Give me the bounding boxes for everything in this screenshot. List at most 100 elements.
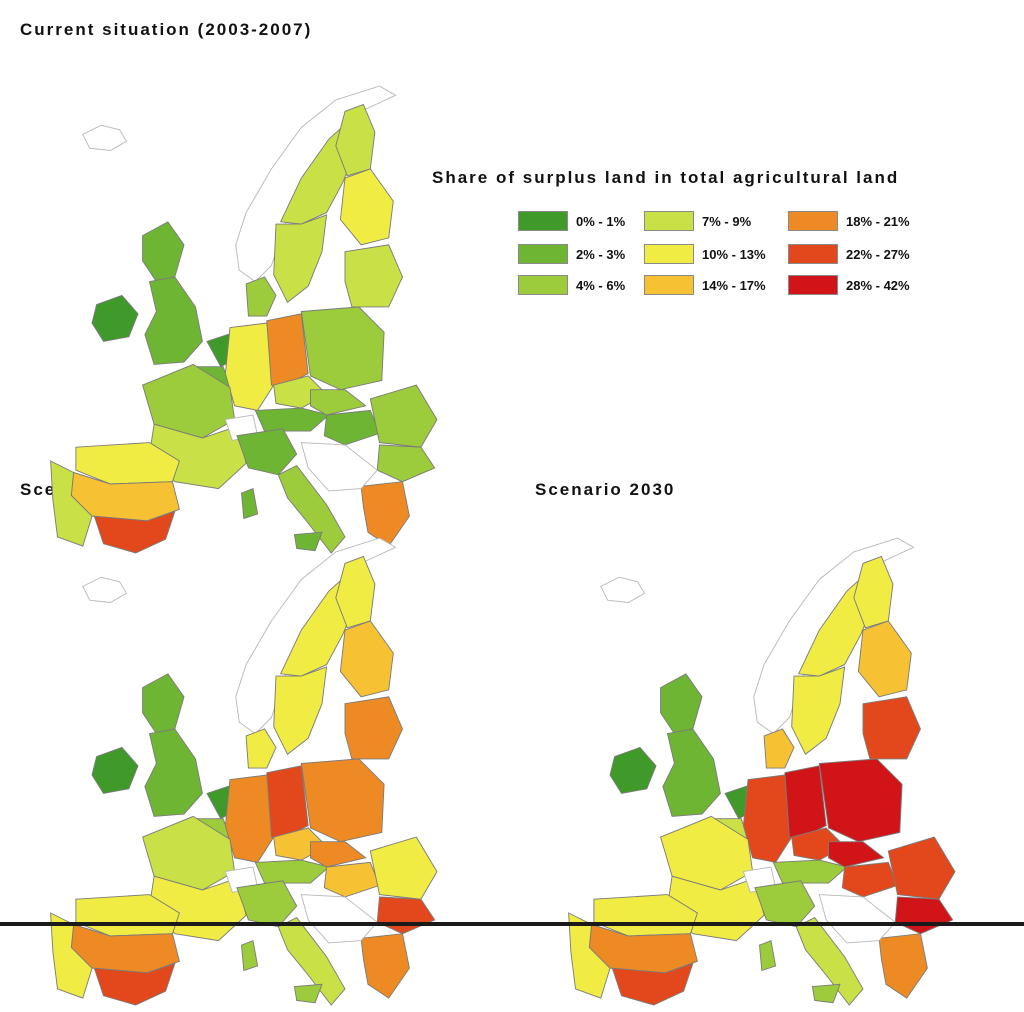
region-greece	[360, 933, 410, 999]
region-baltics	[862, 696, 922, 760]
region-italy-s	[277, 465, 346, 554]
legend-swatch	[644, 244, 694, 264]
region-slovakia	[310, 389, 367, 416]
region-balkans	[300, 894, 378, 944]
region-poland	[300, 306, 385, 391]
region-sicily	[293, 531, 323, 552]
legend-swatch	[518, 275, 568, 295]
legend-swatch	[788, 244, 838, 264]
map-scenario-2020	[0, 492, 483, 1012]
region-greece	[878, 933, 928, 999]
region-romania	[887, 836, 956, 900]
region-finland-n	[335, 555, 376, 629]
europe-map-svg	[50, 537, 438, 1006]
legend-label: 22% - 27%	[846, 246, 910, 262]
legend-item: 14% - 17%	[644, 274, 766, 296]
legend-label: 2% - 3%	[576, 246, 626, 262]
map-title-current: Current situation (2003-2007)	[20, 20, 313, 39]
region-austria	[254, 407, 330, 432]
region-germany-w	[224, 322, 275, 411]
legend-item: 4% - 6%	[518, 274, 625, 296]
region-sardinia	[241, 487, 259, 520]
region-sweden-s	[273, 214, 328, 304]
legend-label: 4% - 6%	[576, 277, 626, 293]
region-bulgaria	[376, 896, 436, 935]
region-iceland	[82, 576, 128, 603]
legend-label: 18% - 21%	[846, 213, 910, 229]
legend-swatch	[644, 211, 694, 231]
legend-label: 0% - 1%	[576, 213, 626, 229]
region-denmark	[245, 276, 277, 317]
region-ireland	[91, 294, 139, 342]
map-current	[0, 40, 483, 560]
region-bulgaria	[376, 444, 436, 483]
region-hungary	[323, 409, 381, 446]
region-sicily	[811, 983, 841, 1004]
region-slovakia	[310, 841, 367, 868]
legend-label: 10% - 13%	[702, 246, 766, 262]
map-scenario-2030	[518, 492, 1001, 1012]
region-poland	[818, 758, 903, 843]
region-germany-e	[784, 765, 827, 840]
legend-swatch	[518, 211, 568, 231]
region-bulgaria	[894, 896, 954, 935]
legend-label: 7% - 9%	[702, 213, 752, 229]
region-finland-n	[335, 103, 376, 177]
region-romania	[369, 836, 438, 900]
region-austria	[254, 859, 330, 884]
legend-item: 2% - 3%	[518, 243, 625, 265]
region-hungary	[323, 861, 381, 898]
region-italy-n	[236, 880, 298, 928]
legend-item: 18% - 21%	[788, 210, 910, 232]
region-finland-s	[339, 620, 394, 698]
region-germany-w	[742, 774, 793, 863]
region-ireland	[609, 746, 657, 794]
region-germany-e	[266, 313, 309, 388]
bottom-rule	[0, 922, 1024, 926]
region-portugal	[50, 460, 93, 547]
legend-item: 22% - 27%	[788, 243, 910, 265]
region-finland-n	[853, 555, 894, 629]
region-ireland	[91, 746, 139, 794]
region-baltics	[344, 244, 404, 308]
legend-label: 14% - 17%	[702, 277, 766, 293]
region-sardinia	[759, 939, 777, 972]
region-austria	[772, 859, 848, 884]
europe-map-svg	[568, 537, 956, 1006]
region-iceland	[600, 576, 646, 603]
legend-grid: 0% - 1% 2% - 3% 4% - 6% 7% - 9% 10% - 13…	[518, 210, 1018, 310]
legend-item: 0% - 1%	[518, 210, 625, 232]
region-hungary	[841, 861, 899, 898]
region-iceland	[82, 124, 128, 151]
region-romania	[369, 384, 438, 448]
legend-swatch	[788, 275, 838, 295]
region-italy-n	[754, 880, 816, 928]
region-uk-n	[142, 673, 185, 735]
region-sardinia	[241, 939, 259, 972]
region-poland	[300, 758, 385, 843]
legend-label: 28% - 42%	[846, 277, 910, 293]
region-uk-s	[144, 728, 203, 817]
region-sweden-s	[791, 666, 846, 756]
legend-swatch	[644, 275, 694, 295]
legend-title: Share of surplus land in total agricultu…	[432, 168, 900, 187]
region-sicily	[293, 983, 323, 1004]
legend-item: 28% - 42%	[788, 274, 910, 296]
legend: Share of surplus land in total agricultu…	[418, 168, 1018, 310]
region-balkans	[300, 442, 378, 492]
region-uk-s	[144, 276, 203, 365]
region-slovakia	[828, 841, 885, 868]
legend-swatch	[788, 211, 838, 231]
region-finland-s	[339, 168, 394, 246]
region-denmark	[245, 728, 277, 769]
region-uk-n	[142, 221, 185, 283]
region-uk-n	[660, 673, 703, 735]
region-finland-s	[857, 620, 912, 698]
region-germany-w	[224, 774, 275, 863]
region-sweden-s	[273, 666, 328, 756]
legend-item: 7% - 9%	[644, 210, 751, 232]
region-baltics	[344, 696, 404, 760]
map-title-2030: Scenario 2030	[535, 480, 676, 499]
region-spain-s	[93, 510, 176, 554]
region-balkans	[818, 894, 896, 944]
